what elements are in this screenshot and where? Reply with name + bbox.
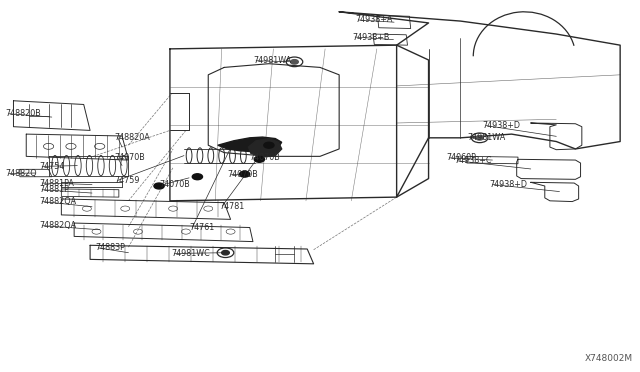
Text: 74754: 74754: [39, 162, 65, 171]
Circle shape: [254, 156, 264, 162]
Text: 74938+C: 74938+C: [454, 156, 492, 165]
Text: 74981WA: 74981WA: [467, 132, 505, 142]
Text: 74981WA: 74981WA: [253, 56, 291, 65]
Text: 74070B: 74070B: [115, 153, 145, 162]
Text: 74883P: 74883P: [95, 243, 125, 252]
Text: 74781: 74781: [219, 202, 244, 211]
Polygon shape: [248, 138, 282, 157]
Text: 74070B: 74070B: [250, 153, 280, 162]
Text: 74882QA: 74882QA: [39, 197, 76, 206]
Circle shape: [192, 174, 202, 180]
Circle shape: [239, 171, 250, 177]
Circle shape: [221, 250, 229, 255]
Text: 74881PA: 74881PA: [39, 179, 74, 187]
Text: 74882Q: 74882Q: [6, 169, 37, 178]
Text: 74060P: 74060P: [447, 153, 476, 162]
Text: 74882QA: 74882QA: [39, 221, 76, 230]
Text: 74938+A: 74938+A: [355, 16, 392, 25]
Text: 74881P: 74881P: [39, 185, 69, 194]
Circle shape: [291, 60, 298, 64]
Text: 74070B: 74070B: [159, 180, 190, 189]
Text: 74938+D: 74938+D: [483, 121, 521, 130]
Text: X748002M: X748002M: [585, 354, 633, 363]
Circle shape: [264, 142, 274, 148]
Text: 74938+D: 74938+D: [489, 180, 527, 189]
Text: 74981WC: 74981WC: [172, 249, 210, 258]
Circle shape: [476, 136, 483, 140]
Polygon shape: [218, 137, 282, 152]
Text: 74759: 74759: [115, 176, 140, 185]
Circle shape: [154, 183, 164, 189]
Text: 748820B: 748820B: [6, 109, 42, 118]
Text: 74761: 74761: [189, 223, 214, 232]
Text: 74938+B: 74938+B: [352, 32, 389, 42]
Text: 74070B: 74070B: [227, 170, 258, 179]
Text: 748820A: 748820A: [115, 132, 150, 142]
